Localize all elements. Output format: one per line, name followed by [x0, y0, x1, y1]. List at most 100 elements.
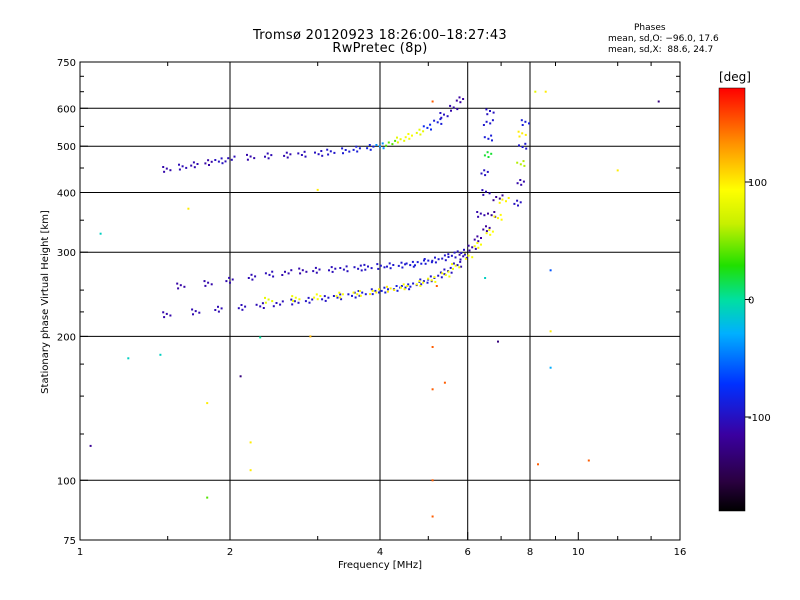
y-tick-label: 600	[57, 104, 76, 115]
data-point	[471, 256, 474, 259]
data-point	[162, 311, 165, 314]
data-point	[319, 295, 322, 297]
data-point	[221, 162, 224, 165]
data-point	[178, 163, 180, 166]
data-point	[489, 110, 491, 112]
data-point	[320, 150, 323, 152]
data-point	[286, 156, 289, 159]
data-point	[379, 145, 381, 148]
data-point	[206, 402, 209, 405]
data-point	[479, 212, 482, 215]
data-point	[489, 122, 492, 125]
colorbar-tick-label: -100	[748, 413, 771, 424]
data-point	[400, 261, 403, 264]
data-point	[253, 157, 256, 160]
data-point	[386, 265, 388, 268]
data-point	[317, 153, 320, 156]
data-point	[459, 258, 462, 261]
data-point	[587, 459, 590, 462]
data-point	[444, 273, 447, 276]
data-point	[405, 262, 408, 265]
data-point	[346, 270, 349, 273]
data-point	[488, 192, 491, 195]
data-point	[366, 147, 369, 150]
data-point	[473, 245, 476, 248]
data-point	[487, 137, 490, 140]
data-point	[297, 301, 300, 304]
data-point	[436, 121, 439, 124]
data-point	[419, 133, 422, 136]
data-point	[259, 336, 262, 339]
data-point	[220, 157, 223, 160]
data-point	[382, 147, 385, 150]
data-point	[482, 124, 485, 126]
data-point	[483, 214, 486, 217]
data-point	[462, 255, 465, 258]
data-point	[396, 141, 399, 144]
data-point	[240, 304, 243, 306]
data-point	[198, 311, 201, 314]
data-point	[495, 196, 498, 198]
data-point	[314, 266, 317, 269]
data-point	[227, 157, 230, 160]
data-point	[314, 151, 316, 154]
data-point	[375, 144, 378, 146]
data-point	[358, 147, 361, 150]
data-point	[231, 278, 234, 281]
data-point	[165, 167, 168, 170]
data-point	[204, 162, 207, 165]
data-point	[422, 125, 425, 128]
data-point	[403, 139, 406, 142]
data-point	[412, 265, 415, 268]
data-point	[352, 291, 355, 294]
data-point	[415, 131, 418, 134]
data-point	[480, 237, 482, 239]
data-point	[433, 119, 436, 122]
data-point	[344, 149, 347, 151]
data-point	[476, 235, 479, 238]
data-point	[440, 276, 443, 279]
data-point	[434, 280, 437, 283]
data-point	[544, 90, 547, 93]
data-point	[194, 310, 197, 313]
data-point	[411, 260, 414, 263]
data-point	[460, 265, 463, 268]
data-point	[217, 160, 220, 163]
data-point	[335, 294, 338, 297]
data-point	[392, 264, 395, 266]
data-point	[451, 263, 454, 266]
data-point	[464, 257, 467, 260]
y-tick-label: 750	[57, 58, 76, 69]
data-point	[447, 253, 450, 256]
data-point	[330, 266, 333, 269]
data-point	[443, 254, 446, 257]
data-point	[521, 146, 524, 148]
data-point	[476, 211, 479, 213]
data-point	[505, 200, 507, 203]
data-point	[500, 218, 503, 221]
data-point	[491, 119, 494, 122]
data-point	[423, 258, 426, 260]
data-point	[329, 150, 332, 153]
data-point	[409, 264, 412, 267]
data-point	[250, 273, 253, 276]
data-point	[434, 256, 436, 259]
data-point	[483, 136, 486, 139]
data-point	[358, 290, 361, 292]
data-point	[474, 247, 477, 250]
data-point	[387, 288, 389, 291]
data-point	[431, 100, 434, 103]
data-point	[311, 298, 314, 301]
data-point	[304, 300, 307, 303]
data-point	[420, 283, 423, 286]
y-tick-label: 300	[57, 248, 76, 259]
data-point	[400, 286, 402, 289]
data-point	[323, 295, 326, 298]
data-point	[430, 128, 432, 131]
data-point	[431, 479, 434, 482]
data-point	[370, 288, 373, 291]
data-point	[404, 263, 407, 266]
data-point	[386, 290, 389, 293]
data-point	[523, 164, 526, 167]
data-point	[483, 169, 486, 172]
